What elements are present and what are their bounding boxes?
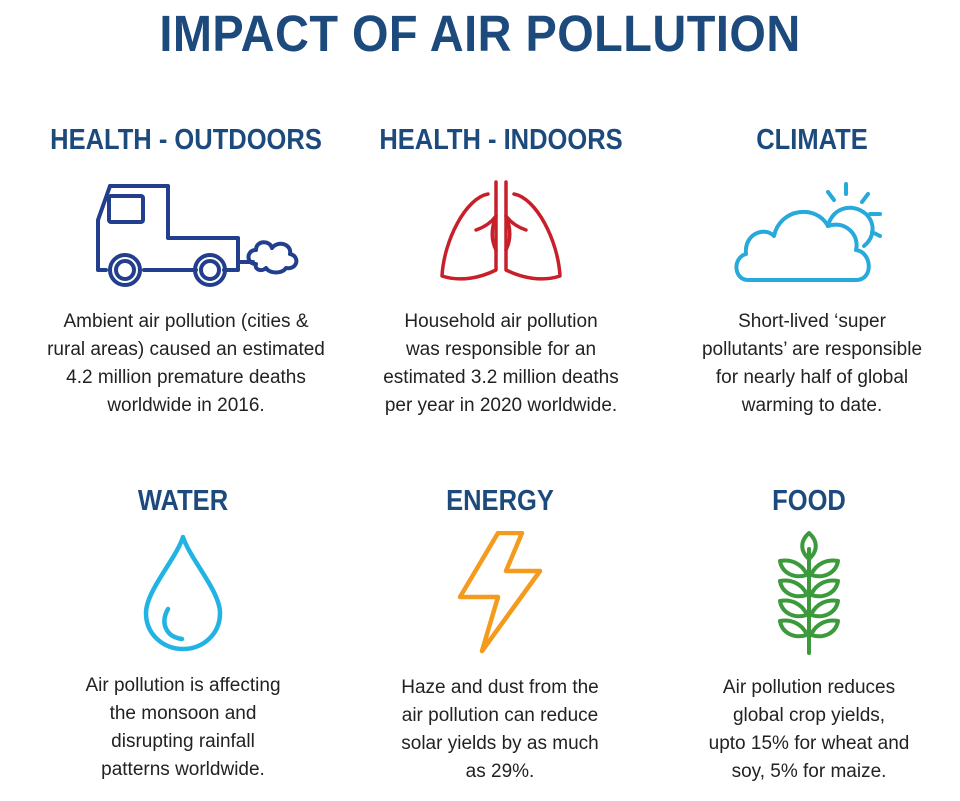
section-health-outdoors: HEALTH - OUTDOORS Ambient air pollution … — [26, 122, 346, 422]
section-water: WATER Air pollution is affecting the mon… — [23, 483, 343, 793]
description-line: Household air pollution — [404, 311, 598, 332]
wheat-icon — [649, 531, 960, 655]
description-line: disrupting rainfall — [111, 731, 255, 752]
section-heading: FOOD — [772, 485, 846, 517]
lightning-bolt-icon — [340, 531, 660, 654]
description-line: patterns worldwide. — [101, 759, 265, 780]
section-food: FOOD Air pollution reduces global crop y… — [649, 483, 960, 793]
description-line: for nearly half of global — [715, 367, 909, 388]
section-heading: HEALTH - INDOORS — [379, 124, 623, 156]
description-line: soy, 5% for maize. — [731, 761, 887, 782]
section-climate: CLIMATE Short-lived ‘super pollutants’ a… — [652, 122, 960, 422]
description-line: warming to date. — [741, 395, 883, 416]
description-line: upto 15% for wheat and — [708, 733, 910, 754]
description-line: Haze and dust from the — [401, 677, 599, 698]
description-line: solar yields by as much — [401, 733, 599, 754]
section-description: Ambient air pollution (cities & rural ar… — [26, 308, 346, 420]
section-energy: ENERGY Haze and dust from the air pollut… — [340, 483, 660, 793]
section-health-indoors: HEALTH - INDOORS Household air pollution… — [341, 122, 661, 422]
truck-exhaust-icon — [26, 178, 346, 298]
section-description: Haze and dust from the air pollution can… — [340, 674, 660, 786]
description-line: the monsoon and — [109, 703, 257, 724]
section-heading: ENERGY — [446, 485, 554, 517]
description-line: rural areas) caused an estimated — [47, 339, 325, 360]
water-drop-icon — [23, 533, 343, 653]
description-line: per year in 2020 worldwide. — [384, 395, 618, 416]
description-line: Ambient air pollution (cities & — [63, 311, 309, 332]
description-line: was responsible for an — [405, 339, 597, 360]
section-description: Air pollution is affecting the monsoon a… — [23, 672, 343, 784]
section-description: Air pollution reduces global crop yields… — [649, 674, 960, 786]
description-line: Short-lived ‘super — [738, 311, 886, 332]
section-heading: WATER — [137, 485, 229, 517]
section-heading: CLIMATE — [756, 124, 868, 156]
section-description: Short-lived ‘super pollutants’ are respo… — [652, 308, 960, 420]
description-line: as 29%. — [465, 761, 535, 782]
description-line: Air pollution is affecting — [85, 675, 281, 696]
description-line: global crop yields, — [732, 705, 886, 726]
section-description: Household air pollution was responsible … — [341, 308, 661, 420]
description-line: worldwide in 2016. — [107, 395, 265, 416]
page-title: IMPACT OF AIR POLLUTION — [159, 5, 801, 62]
description-line: Air pollution reduces — [722, 677, 896, 698]
cloud-sun-icon — [652, 178, 960, 298]
description-line: air pollution can reduce — [401, 705, 599, 726]
section-heading: HEALTH - OUTDOORS — [50, 124, 322, 156]
description-line: estimated 3.2 million deaths — [383, 367, 619, 388]
lungs-icon — [341, 178, 661, 298]
description-line: 4.2 million premature deaths — [66, 367, 306, 388]
description-line: pollutants’ are responsible — [701, 339, 923, 360]
